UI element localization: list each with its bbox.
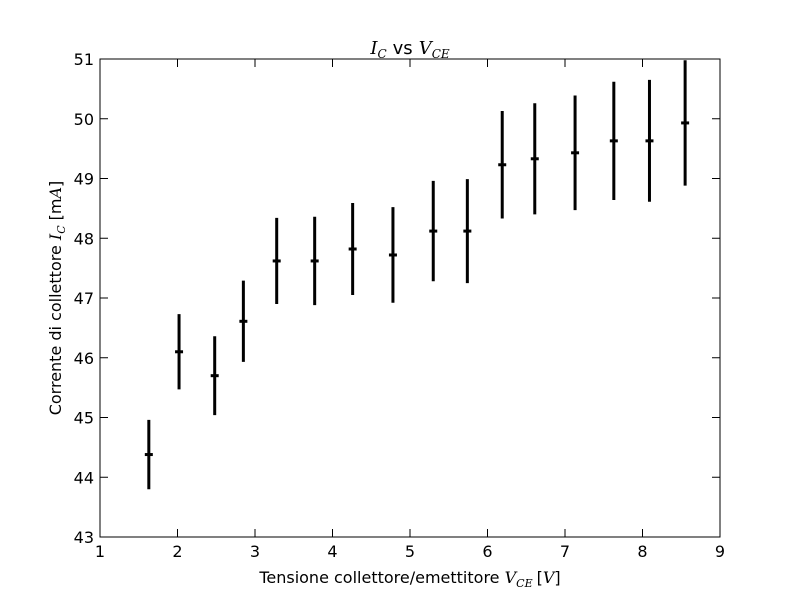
x-tick-label: 4	[327, 542, 337, 561]
y-axis-label: Corrente di collettore IC [mA]	[46, 181, 68, 416]
data-point	[429, 180, 438, 282]
x-tick-label: 8	[637, 542, 647, 561]
data-point	[144, 419, 153, 490]
x-axis-label-symbol: V	[505, 568, 518, 587]
title-vs: vs	[393, 38, 413, 59]
data-point	[175, 314, 184, 390]
y-axis-label-unit: A	[46, 187, 65, 201]
y-tick-label: 47	[74, 289, 94, 308]
x-axis-label-unit-close: ]	[554, 568, 560, 587]
y-tick-label: 48	[74, 229, 94, 248]
data-point	[348, 202, 357, 296]
x-axis-label-subscript: CE	[516, 577, 532, 590]
y-tick-label: 45	[74, 409, 94, 428]
data-point	[681, 60, 690, 186]
title-main-subscript: C	[377, 47, 386, 61]
x-tick-label: 2	[172, 542, 182, 561]
data-point	[272, 217, 281, 304]
data-point	[463, 179, 472, 284]
data-point	[609, 81, 618, 201]
data-series	[144, 60, 690, 490]
data-point	[530, 103, 539, 215]
x-tick-label: 7	[560, 542, 570, 561]
y-tick-label: 50	[74, 110, 94, 129]
x-axis-label: Tensione collettore/emettitore VCE [V]	[258, 568, 560, 590]
y-axis-label-text: Corrente di collettore	[46, 240, 65, 415]
x-axis-label-text: Tensione collettore/emettitore	[258, 568, 504, 587]
data-point	[571, 95, 580, 211]
y-axis-label-symbol: I	[46, 233, 65, 241]
data-point	[310, 216, 319, 306]
y-axis-label-subscript: C	[55, 225, 68, 234]
y-axis-label-unit-close: ]	[46, 181, 65, 187]
x-tick-label: 1	[95, 542, 105, 561]
y-tick-label: 49	[74, 170, 94, 189]
chart-title: IC vs VCE	[369, 38, 450, 61]
data-point	[498, 110, 507, 219]
x-axis-label-unit: V	[543, 568, 556, 587]
x-tick-label: 6	[482, 542, 492, 561]
data-point	[645, 79, 654, 202]
y-axis-label-unit-open: [m	[46, 199, 65, 221]
x-tick-label: 5	[405, 542, 415, 561]
x-axis-label-unit-open: [	[537, 568, 543, 587]
y-tick-label: 46	[74, 349, 94, 368]
x-tick-label: 3	[250, 542, 260, 561]
x-tick-label: 9	[715, 542, 725, 561]
y-tick-label: 51	[74, 50, 94, 69]
title-second-subscript: CE	[432, 47, 450, 61]
data-point	[239, 280, 248, 362]
y-tick-label: 43	[74, 528, 94, 547]
plot-frame	[99, 58, 721, 538]
title-second-symbol: V	[419, 38, 434, 59]
title-main-symbol: I	[369, 38, 378, 59]
data-point	[210, 336, 219, 416]
data-point	[388, 207, 397, 303]
y-tick-label: 44	[74, 468, 94, 487]
